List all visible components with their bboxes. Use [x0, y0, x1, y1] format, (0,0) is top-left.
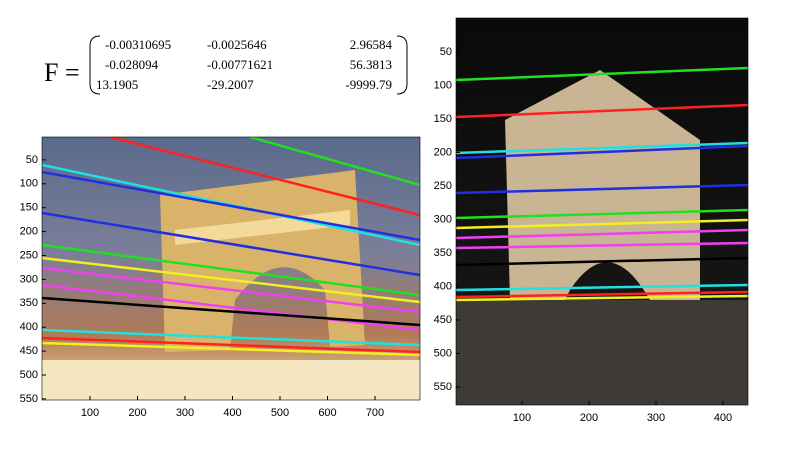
y-tick-label: 250	[20, 249, 38, 261]
x-tick-label: 100	[513, 412, 531, 424]
y-tick-label: 150	[20, 202, 38, 214]
y-tick-label: 550	[20, 393, 38, 405]
y-tick-label: 350	[434, 247, 452, 259]
x-tick-label: 700	[366, 407, 384, 419]
y-tick-label: 350	[20, 297, 38, 309]
matrix-entry: -0.00310695	[105, 37, 171, 52]
matrix-entry: -29.2007	[207, 77, 254, 92]
matrix-entry: -0.00771621	[207, 57, 273, 72]
y-tick-label: 200	[20, 226, 38, 238]
matrix-entry: -0.028094	[105, 57, 159, 72]
x-tick-label: 300	[647, 412, 665, 424]
y-tick-label: 100	[20, 178, 38, 190]
y-tick-label: 50	[26, 154, 38, 166]
x-tick-label: 500	[271, 407, 289, 419]
right-image	[456, 18, 748, 405]
left-image	[42, 137, 420, 400]
x-tick-label: 600	[318, 407, 336, 419]
y-tick-label: 400	[20, 321, 38, 333]
y-tick-label: 100	[434, 79, 452, 91]
y-tick-label: 250	[434, 180, 452, 192]
x-tick-label: 200	[128, 407, 146, 419]
y-tick-label: 450	[434, 314, 452, 326]
bracket	[89, 35, 101, 95]
matrix-entry: -9999.79	[345, 77, 392, 92]
matrix-entry: -0.0025646	[207, 37, 267, 52]
matrix-entry: 56.3813	[350, 57, 392, 72]
y-tick-label: 300	[20, 273, 38, 285]
matrix-label: F =	[44, 58, 80, 87]
x-tick-label: 100	[81, 407, 99, 419]
y-tick-label: 150	[434, 113, 452, 125]
y-tick-label: 450	[20, 345, 38, 357]
y-tick-label: 550	[434, 381, 452, 393]
axes-box	[455, 17, 749, 406]
x-tick-label: 400	[223, 407, 241, 419]
y-tick-label: 500	[434, 347, 452, 359]
y-tick-label: 500	[20, 369, 38, 381]
axes-box	[41, 136, 421, 401]
x-tick-label: 300	[176, 407, 194, 419]
y-tick-label: 200	[434, 146, 452, 158]
matrix-entry: 2.96584	[350, 37, 393, 52]
y-tick-label: 50	[440, 46, 452, 58]
y-tick-label: 300	[434, 213, 452, 225]
x-tick-label: 400	[714, 412, 732, 424]
x-tick-label: 200	[580, 412, 598, 424]
y-tick-label: 400	[434, 280, 452, 292]
matrix-entry: 13.1905	[96, 77, 138, 92]
bracket	[396, 35, 408, 95]
